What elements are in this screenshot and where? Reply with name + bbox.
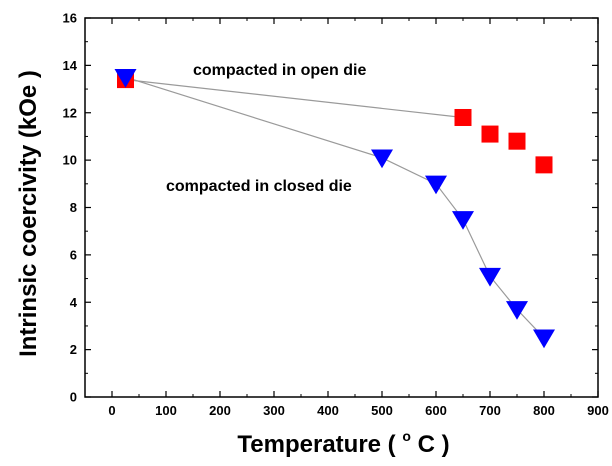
open-die-point (481, 125, 499, 143)
y-tick-label: 0 (70, 390, 77, 405)
y-tick-label: 12 (63, 105, 77, 120)
open-die-point (535, 156, 553, 174)
closed-die-point (371, 149, 393, 169)
y-tick-label: 10 (63, 153, 77, 168)
x-tick-label: 800 (533, 403, 555, 418)
closed-die-point (114, 69, 137, 88)
x-tick-label: 200 (209, 403, 231, 418)
open-die-point (454, 108, 472, 126)
y-tick-label: 14 (63, 58, 78, 73)
annotation-open-die: compacted in open die (193, 62, 366, 79)
x-tick-label: 0 (108, 403, 115, 418)
x-tick-label: 700 (479, 403, 501, 418)
x-tick-label: 100 (155, 403, 177, 418)
x-tick-label: 400 (317, 403, 339, 418)
y-tick-label: 4 (70, 295, 78, 310)
y-tick-label: 6 (70, 247, 77, 262)
x-axis-title: Temperature ( o C ) (237, 420, 449, 458)
x-tick-label: 300 (263, 403, 285, 418)
closed-die-point (479, 267, 501, 287)
y-axis-title: Intrinsic coercivity (kOe ) (15, 70, 42, 357)
tick-labels: 0 100 200 300 400 500 600 700 800 900 0 2 4 6 8 10 12 14 1… (63, 11, 609, 419)
connector-lines (125, 76, 545, 339)
plot-area-frame (84, 17, 599, 398)
y-tick-label: 8 (70, 200, 77, 215)
data-markers (114, 69, 555, 349)
open-die-point (508, 132, 526, 150)
x-axis-title-degree: o (402, 428, 411, 444)
y-tick-label: 16 (63, 11, 77, 26)
series-closed-line (125, 76, 545, 339)
x-axis-title-main: Temperature ( (237, 431, 395, 458)
series-open-line (125, 79, 464, 119)
x-tick-label: 500 (371, 403, 393, 418)
closed-die-point (533, 329, 555, 349)
x-tick-label: 600 (425, 403, 447, 418)
x-tick-label: 900 (587, 403, 609, 418)
x-axis-title-unit: C ) (418, 431, 450, 458)
annotation-closed-die: compacted in closed die (166, 178, 352, 195)
closed-die-point (506, 301, 528, 320)
closed-die-point (452, 211, 474, 230)
y-tick-label: 2 (70, 342, 77, 357)
annotations: compacted in open die compacted in closed… (166, 62, 366, 195)
closed-die-point (425, 175, 447, 195)
